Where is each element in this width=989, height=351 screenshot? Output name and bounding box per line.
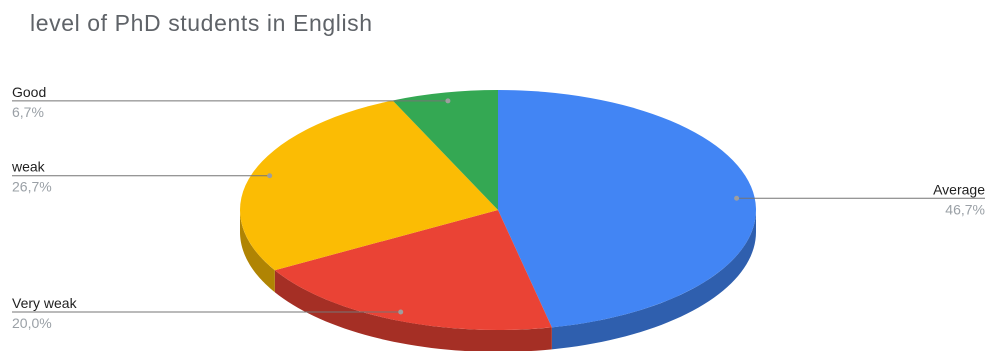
slice-label-average: Average bbox=[933, 181, 985, 197]
leader-dot-weak bbox=[267, 173, 273, 179]
pie-side-average bbox=[551, 210, 756, 350]
pie-slice-very-weak[interactable] bbox=[274, 210, 552, 330]
pie-3d-sides bbox=[240, 210, 756, 351]
slice-label-very-weak: Very weak bbox=[12, 295, 78, 311]
slice-percent-good: 6,7% bbox=[12, 104, 44, 120]
slice-percent-weak: 26,7% bbox=[12, 179, 52, 195]
pie-side-very-weak bbox=[274, 270, 552, 351]
pie-top-faces bbox=[239, 90, 756, 330]
leader-dot-average bbox=[734, 195, 740, 201]
pie-slice-good[interactable] bbox=[392, 90, 498, 210]
pie-side-weak bbox=[240, 210, 275, 293]
slice-label-weak: weak bbox=[11, 159, 46, 175]
slice-percent-very-weak: 20,0% bbox=[12, 315, 52, 331]
pie-slice-weak[interactable] bbox=[239, 100, 498, 271]
chart-title: level of PhD students in English bbox=[30, 10, 373, 36]
pie-labels: Average 46,7% Very weak 20,0% weak 26,7% Good 6… bbox=[11, 84, 985, 331]
leader-dot-good bbox=[445, 98, 451, 104]
leader-dot-very-weak bbox=[398, 309, 404, 315]
pie-slice-average[interactable] bbox=[498, 90, 756, 328]
slice-label-good: Good bbox=[12, 84, 46, 100]
slice-percent-average: 46,7% bbox=[945, 201, 985, 217]
